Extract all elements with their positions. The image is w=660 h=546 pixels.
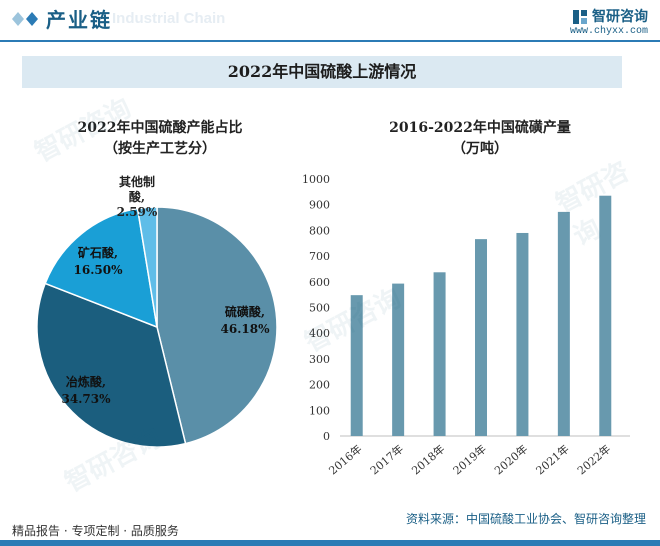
x-tick-label: 2016年	[326, 442, 365, 478]
bar-subtitle: （万吨）	[452, 141, 508, 157]
main-title: 2022年中国硫酸上游情况	[227, 62, 417, 81]
y-tick-label: 400	[309, 327, 330, 340]
bar	[433, 272, 446, 436]
y-tick-label: 500	[309, 302, 330, 315]
footer-tagline: 精品报告 · 专项定制 · 品质服务	[12, 524, 179, 538]
y-tick-label: 300	[309, 353, 330, 366]
pie-subtitle: （按生产工艺分）	[104, 141, 216, 157]
brand-name: 智研咨询	[592, 9, 648, 25]
pie-chart: 硫磺酸, 46.18% 冶炼酸, 34.73% 矿石酸, 16.50% 其他制酸, 2.59%	[36, 174, 278, 448]
y-tick-label: 1000	[302, 173, 330, 186]
y-tick-label: 800	[309, 224, 330, 237]
header-title: 产业链	[46, 8, 112, 32]
bar	[392, 283, 405, 436]
bar	[475, 239, 487, 436]
x-tick-label: 2020年	[491, 442, 530, 478]
pie-data-label: 其他制酸, 2.59%	[117, 174, 158, 219]
header-subtitle: Industrial Chain	[112, 10, 226, 27]
brand-block[interactable]: 智研咨询 www.chyxx.com	[570, 6, 648, 37]
pie-slice	[44, 207, 158, 329]
bar-title: 2016-2022年中国硫磺产量	[389, 120, 571, 136]
pie-slice	[136, 206, 158, 328]
x-tick-label: 2021年	[533, 442, 572, 478]
brand-logo-icon	[573, 9, 587, 24]
y-tick-label: 600	[309, 276, 330, 289]
y-tick-label: 700	[309, 250, 330, 263]
x-tick-label: 2017年	[367, 442, 406, 478]
pie-data-label: 矿石酸, 16.50%	[74, 245, 124, 277]
x-tick-label: 2018年	[409, 442, 448, 478]
brand-url[interactable]: www.chyxx.com	[569, 26, 648, 37]
x-tick-label: 2022年	[574, 442, 613, 478]
pie-data-label: 硫磺酸, 46.18%	[221, 304, 271, 336]
bar	[516, 232, 529, 436]
header-bar: 产业链 Industrial Chain 智研咨询 www.chyxx.com	[0, 0, 660, 40]
pie-data-label: 冶炼酸, 34.73%	[62, 374, 112, 406]
title-band: 2022年中国硫酸上游情况	[22, 56, 622, 88]
y-tick-label: 900	[309, 199, 330, 212]
y-tick-label: 0	[323, 430, 330, 443]
footer-bar	[0, 540, 660, 546]
bar	[599, 195, 612, 436]
pie-title: 2022年中国硫酸产能占比	[77, 120, 243, 136]
bar	[557, 211, 570, 436]
y-tick-label: 100	[309, 404, 330, 417]
x-tick-label: 2019年	[450, 442, 489, 478]
bar	[350, 295, 363, 436]
diamond-icon	[12, 12, 38, 26]
y-tick-label: 200	[309, 379, 330, 392]
pie-slice	[156, 206, 278, 445]
header-divider	[0, 40, 660, 42]
source-note: 资料来源：中国硫酸工业协会、智研咨询整理	[405, 512, 646, 526]
